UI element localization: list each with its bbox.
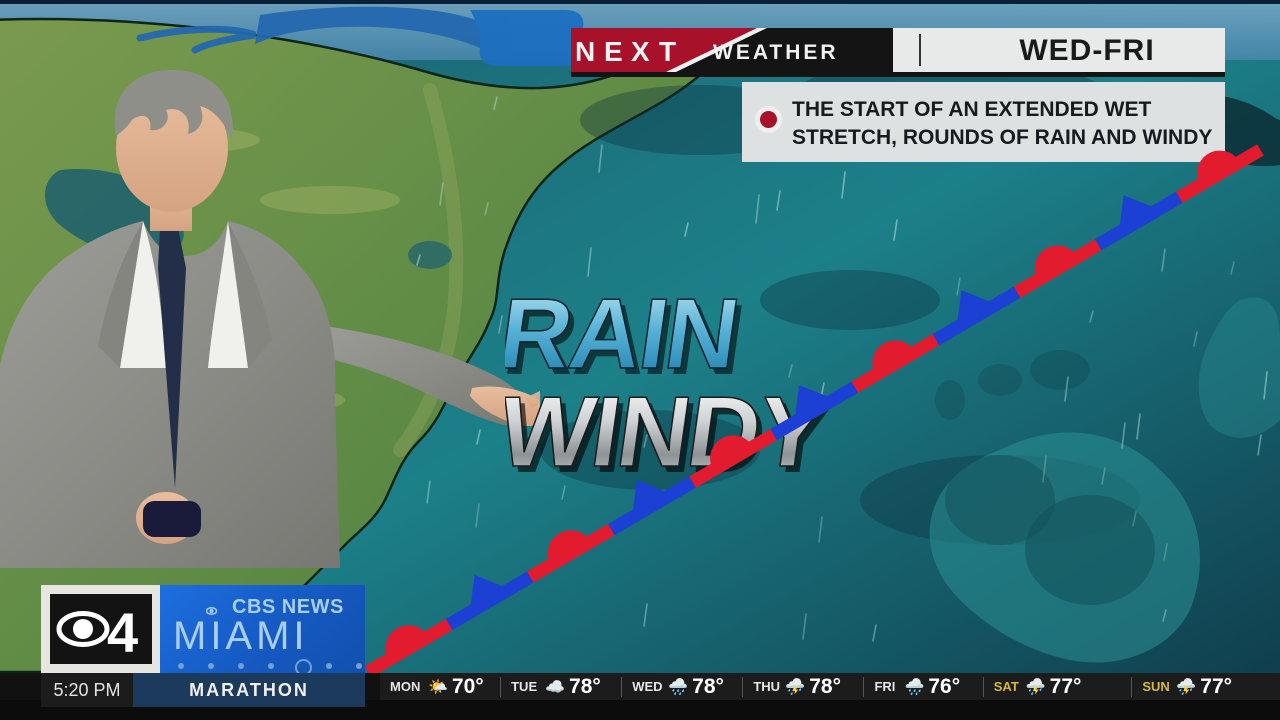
svg-text:E: E: [604, 36, 623, 67]
svg-text:WEATHER: WEATHER: [713, 41, 839, 64]
svg-text:WINDY: WINDY: [505, 376, 832, 487]
svg-text:X: X: [631, 36, 650, 67]
svg-text:N: N: [575, 36, 595, 67]
svg-text:4: 4: [107, 601, 138, 664]
svg-text:T: T: [659, 36, 676, 67]
